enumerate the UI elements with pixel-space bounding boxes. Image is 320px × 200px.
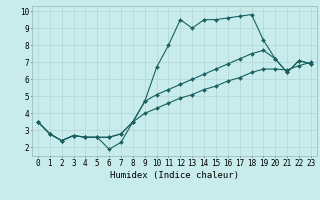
X-axis label: Humidex (Indice chaleur): Humidex (Indice chaleur): [110, 171, 239, 180]
